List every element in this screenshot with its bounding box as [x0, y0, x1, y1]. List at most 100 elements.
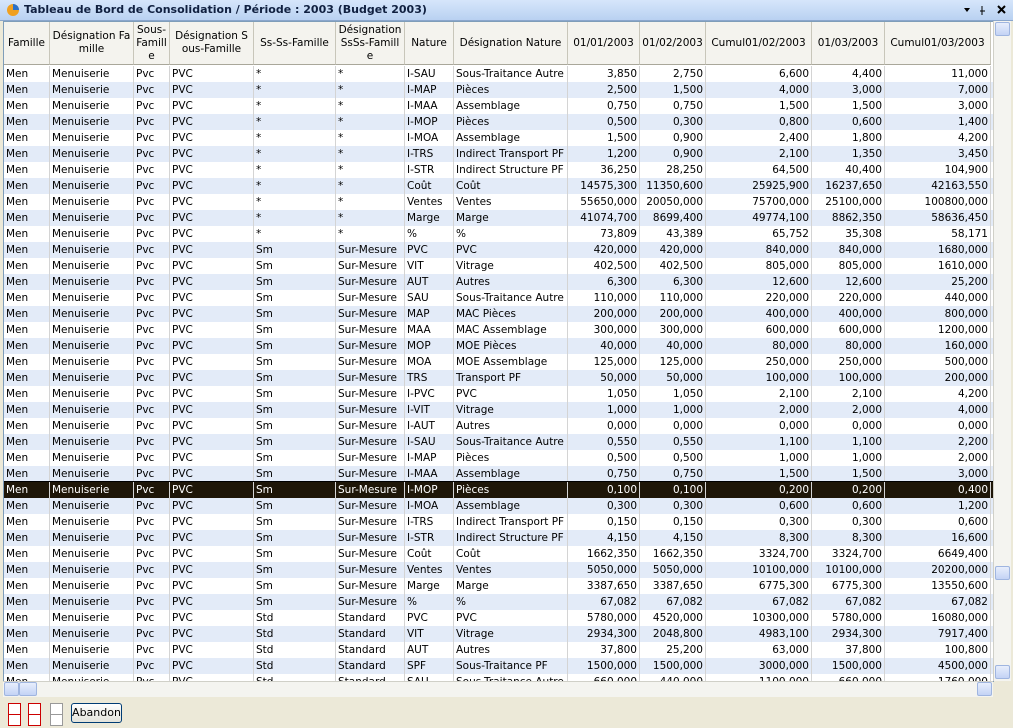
scroll-down[interactable] [995, 665, 1010, 679]
table-cell: 80,000 [812, 338, 885, 354]
table-cell: 200,000 [568, 306, 640, 322]
column-header[interactable]: Sous-Famille [134, 22, 170, 65]
table-row[interactable]: Men Menuiserie Pvc PVC Sm Sur-Mesure I-MAA Asse… [4, 466, 993, 482]
table-cell: Sm [254, 306, 336, 322]
table-cell: 7,000 [885, 82, 991, 98]
column-header[interactable]: Nature [405, 22, 454, 65]
column-header[interactable]: Désignation SsSs-Famille [336, 22, 405, 65]
table-cell: Ventes [454, 194, 568, 210]
table-cell: 440,000 [640, 674, 706, 681]
scroll-up[interactable] [995, 22, 1010, 36]
table-row[interactable]: Men Menuiserie Pvc PVC * * I-STR Indirect Struc… [4, 162, 993, 178]
table-row[interactable]: Men Menuiserie Pvc PVC Sm Sur-Mesure MOA MOE As… [4, 354, 993, 370]
column-header[interactable]: 01/02/2003 [640, 22, 706, 65]
scroll-thumb[interactable] [19, 682, 37, 696]
column-header[interactable]: 01/03/2003 [812, 22, 885, 65]
table-cell: 600,000 [706, 322, 812, 338]
table-cell: 58636,450 [885, 210, 991, 226]
table-row[interactable]: Men Menuiserie Pvc PVC Sm Sur-Mesure AUT Autres… [4, 274, 993, 290]
table-cell: PVC [170, 514, 254, 530]
table-row[interactable]: Men Menuiserie Pvc PVC * * I-MAP Pièces 2,500 1,5… [4, 82, 993, 98]
table-cell: 11,000 [885, 66, 991, 82]
table-cell: I-VIT [405, 402, 454, 418]
table-row[interactable]: Men Menuiserie Pvc PVC Sm Sur-Mesure MAP MAC Pi… [4, 306, 993, 322]
window-controls[interactable] [960, 3, 1010, 17]
icon-button[interactable] [28, 714, 41, 726]
table-row[interactable]: Men Menuiserie Pvc PVC Sm Sur-Mesure MOP MOE Pi… [4, 338, 993, 354]
table-cell: Sur-Mesure [336, 274, 405, 290]
table-row[interactable]: Men Menuiserie Pvc PVC * * I-SAU Sous-Traitance… [4, 66, 993, 82]
vertical-scrollbar[interactable] [993, 21, 1011, 681]
table-cell: Sous-Traitance Autre [454, 290, 568, 306]
column-header[interactable]: 01/01/2003 [568, 22, 640, 65]
table-row[interactable]: Men Menuiserie Pvc PVC Sm Sur-Mesure I-SAU Sous… [4, 434, 993, 450]
table-row[interactable]: Men Menuiserie Pvc PVC * * Ventes Ventes 55650,0… [4, 194, 993, 210]
table-cell: Menuiserie [50, 210, 134, 226]
column-header[interactable]: Désignation Sous-Famille [170, 22, 254, 65]
table-row[interactable]: Men Menuiserie Pvc PVC * * I-MOA Assemblage 1,50… [4, 130, 993, 146]
table-row[interactable]: Men Menuiserie Pvc PVC Sm Sur-Mesure MAA MAC As… [4, 322, 993, 338]
table-cell: Sm [254, 498, 336, 514]
column-header[interactable]: Désignation Famille [50, 22, 134, 65]
abandon-button[interactable]: Abandon [71, 703, 122, 723]
table-row[interactable]: Men Menuiserie Pvc PVC * * I-MAA Assemblage 0,75… [4, 98, 993, 114]
table-row[interactable]: Men Menuiserie Pvc PVC Sm Sur-Mesure TRS Transp… [4, 370, 993, 386]
table-row[interactable]: Men Menuiserie Pvc PVC Sm Sur-Mesure I-AUT Autr… [4, 418, 993, 434]
table-cell: Indirect Transport PF [454, 514, 568, 530]
table-row[interactable]: Men Menuiserie Pvc PVC Sm Sur-Mesure%% 67,082 6… [4, 594, 993, 610]
table-cell: Pvc [134, 274, 170, 290]
column-header[interactable]: Ss-Ss-Famille [254, 22, 336, 65]
column-header[interactable]: Désignation Nature [454, 22, 568, 65]
table-cell: 0,900 [640, 130, 706, 146]
icon-button[interactable] [50, 714, 63, 726]
table-row[interactable]: Men Menuiserie Pvc PVC * * I-TRS Indirect Trans… [4, 146, 993, 162]
column-header[interactable]: Cumul01/03/2003 [885, 22, 991, 65]
table-cell: 0,600 [885, 514, 991, 530]
table-row[interactable]: Men Menuiserie Pvc PVC Sm Sur-Mesure Ventes Ven… [4, 562, 993, 578]
table-cell: 1,400 [885, 114, 991, 130]
table-row[interactable]: Men Menuiserie Pvc PVC Sm Sur-Mesure I-STR Indi… [4, 530, 993, 546]
table-row[interactable]: Men Menuiserie Pvc PVC Sm Sur-Mesure I-VIT Vitr… [4, 402, 993, 418]
table-row[interactable]: Men Menuiserie Pvc PVC * * I-MOP Pièces 0,500 0,3… [4, 114, 993, 130]
scroll-left[interactable] [4, 682, 19, 696]
table-row[interactable]: Men Menuiserie Pvc PVC Sm Sur-Mesure Coût Coût 1… [4, 546, 993, 562]
table-cell: 110,000 [568, 290, 640, 306]
table-cell: Sur-Mesure [336, 354, 405, 370]
table-row[interactable]: Men Menuiserie Pvc PVC Sm Sur-Mesure VIT Vitrag… [4, 258, 993, 274]
table-cell: Sur-Mesure [336, 546, 405, 562]
table-cell: Pvc [134, 306, 170, 322]
table-row[interactable]: Men Menuiserie Pvc PVC Sm Sur-Mesure I-MAP Pièc… [4, 450, 993, 466]
column-header[interactable]: Cumul01/02/2003 [706, 22, 812, 65]
table-row[interactable]: Men Menuiserie Pvc PVC Sm Sur-Mesure I-TRS Indi… [4, 514, 993, 530]
table-row[interactable]: Men Menuiserie Pvc PVC * * Marge Marge 41074,700… [4, 210, 993, 226]
table-row[interactable]: Men Menuiserie Pvc PVC * * Coût Coût 14575,300 11… [4, 178, 993, 194]
table-row[interactable]: Men Menuiserie Pvc PVC Std Standard SPF Sous-Tr… [4, 658, 993, 674]
table-cell: Pvc [134, 562, 170, 578]
horizontal-scrollbar[interactable] [3, 681, 993, 697]
table-row[interactable]: Men Menuiserie Pvc PVC Std Standard AUT Autres 3… [4, 642, 993, 658]
table-cell: Standard [336, 658, 405, 674]
table-cell: Men [4, 450, 50, 466]
table-row[interactable]: Men Menuiserie Pvc PVC Sm Sur-Mesure I-MOP Pièc… [4, 481, 993, 499]
table-cell: 10100,000 [812, 562, 885, 578]
table-cell: 1,100 [812, 434, 885, 450]
icon-button[interactable] [8, 714, 21, 726]
table-row[interactable]: Men Menuiserie Pvc PVC Sm Sur-Mesure I-MOA Asse… [4, 498, 993, 514]
table-cell: Men [4, 322, 50, 338]
table-cell: Pvc [134, 578, 170, 594]
column-header[interactable]: Famille [4, 22, 50, 65]
table-row[interactable]: Men Menuiserie Pvc PVC Std Standard SAU Sous-Tr… [4, 674, 993, 681]
table-row[interactable]: Men Menuiserie Pvc PVC Sm Sur-Mesure Marge Marg… [4, 578, 993, 594]
table-cell: I-STR [405, 162, 454, 178]
table-row[interactable]: Men Menuiserie Pvc PVC Sm Sur-Mesure I-PVC PVC 1… [4, 386, 993, 402]
table-row[interactable]: Men Menuiserie Pvc PVC * *%% 73,809 43,389 65,75… [4, 226, 993, 242]
table-cell: Sur-Mesure [336, 466, 405, 482]
scroll-thumb[interactable] [995, 566, 1010, 580]
table-cell: Pvc [134, 66, 170, 82]
table-row[interactable]: Men Menuiserie Pvc PVC Sm Sur-Mesure PVC PVC 420… [4, 242, 993, 258]
scroll-right[interactable] [977, 682, 992, 696]
table-cell: 0,400 [885, 482, 991, 498]
table-row[interactable]: Men Menuiserie Pvc PVC Std Standard PVC PVC 5780… [4, 610, 993, 626]
table-row[interactable]: Men Menuiserie Pvc PVC Sm Sur-Mesure SAU Sous-T… [4, 290, 993, 306]
table-row[interactable]: Men Menuiserie Pvc PVC Std Standard VIT Vitrage… [4, 626, 993, 642]
